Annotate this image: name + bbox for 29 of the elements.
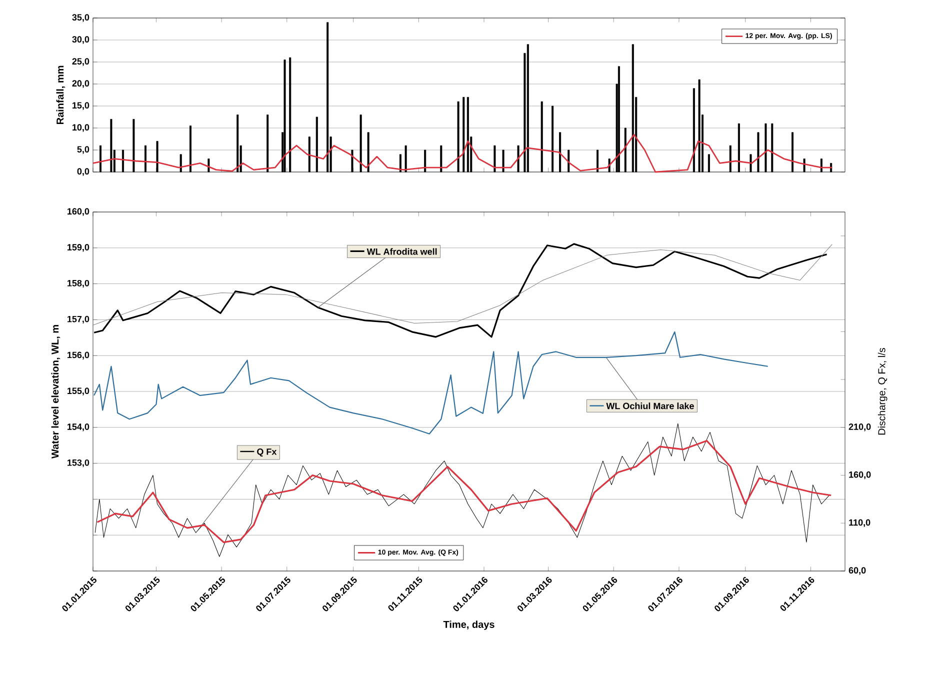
y2-tick-label: 60,0: [848, 567, 866, 575]
y2-axis-title: Discharge, Q Fx, l/s: [878, 348, 888, 435]
y-axis-title: Water level elevation, WL, m: [51, 325, 60, 459]
y-tick-label: 156,0: [68, 352, 90, 360]
y-axis-title: Rainfall, mm: [56, 66, 66, 124]
y-tick-label: 25,0: [72, 58, 90, 66]
y-tick-label: 35,0: [72, 14, 90, 22]
y-tick-label: 153,0: [68, 459, 90, 468]
legend-label: Q Fx: [257, 448, 277, 457]
y-tick-label: 0,0: [77, 168, 90, 176]
y-tick-label: 159,0: [68, 244, 90, 252]
y2-tick-label: 110,0: [849, 519, 870, 527]
legend-label: WL Afrodita well: [366, 248, 437, 255]
y-tick-label: 160,0: [68, 208, 90, 216]
legend-label: WL Ochiul Mare lake: [606, 402, 694, 410]
y2-tick-label: 160,0: [849, 471, 871, 480]
y-tick-label: 15,0: [72, 102, 90, 110]
x-axis-title: Time, days: [443, 620, 494, 630]
y-tick-label: 157,0: [68, 316, 90, 324]
y-tick-label: 158,0: [68, 280, 90, 288]
y-tick-label: 30,0: [72, 36, 90, 44]
y-tick-label: 20,0: [72, 80, 90, 88]
y-tick-label: 10,0: [72, 124, 90, 132]
y-tick-label: 5,0: [77, 146, 90, 154]
y-tick-label: 154,0: [68, 424, 90, 432]
y-tick-label: 155,0: [68, 388, 90, 396]
line-series: [96, 440, 832, 544]
line-series: [94, 331, 768, 434]
y2-tick-label: 210,0: [848, 424, 871, 432]
